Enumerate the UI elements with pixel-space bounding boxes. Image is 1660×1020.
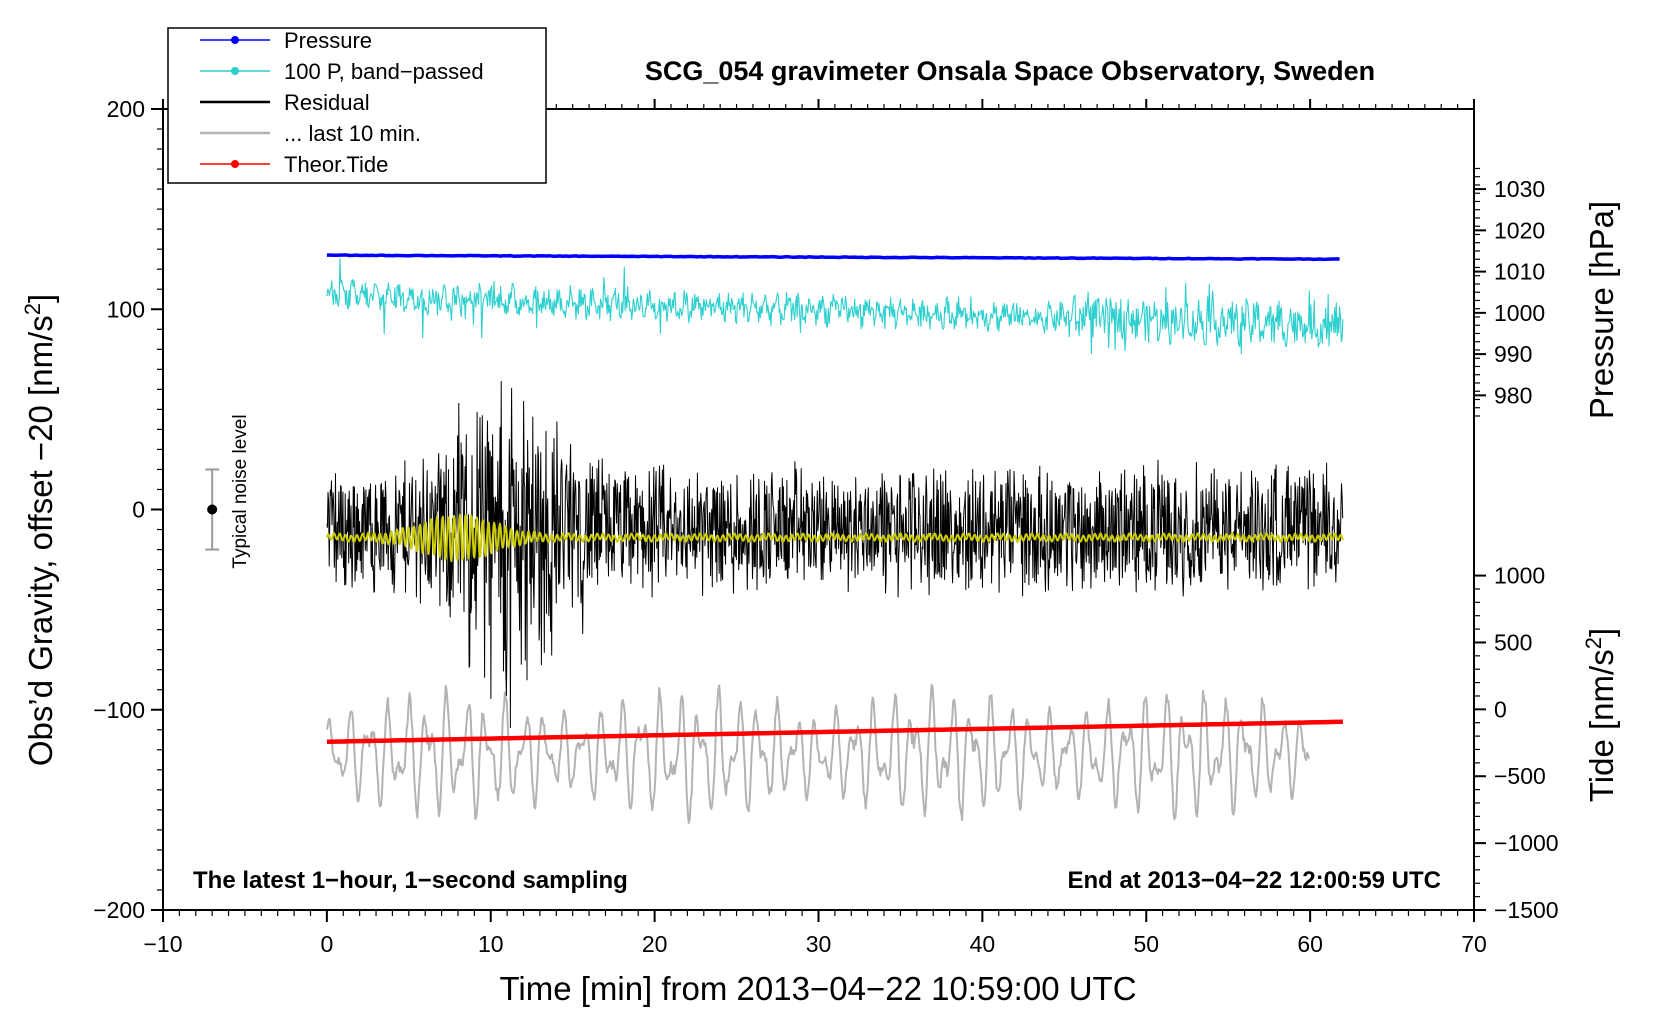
y-axis-label-tide-main: Tide [nm/s xyxy=(1583,649,1620,802)
x-axis-label: Time [min] from 2013−04−22 10:59:00 UTC xyxy=(499,970,1136,1007)
x-tick-label: 20 xyxy=(642,931,668,957)
legend-label: ... last 10 min. xyxy=(284,121,421,146)
noise-level-indicator: Typical noise level xyxy=(205,414,251,569)
x-tick-label: 60 xyxy=(1297,931,1323,957)
pressure-tick-label: 980 xyxy=(1494,382,1532,408)
annotation-end-time: End at 2013−04−22 12:00:59 UTC xyxy=(1067,867,1441,894)
y-tick-label: 200 xyxy=(107,96,145,122)
legend-label: Pressure xyxy=(284,28,372,53)
series-pressure-band-passed xyxy=(326,258,1344,355)
pressure-tick-label: 1010 xyxy=(1494,259,1545,285)
y-tick-label: 0 xyxy=(132,497,145,523)
y-axis-label-pressure: Pressure [hPa] xyxy=(1583,201,1620,419)
legend-marker xyxy=(231,36,239,44)
y-axis-label-left-sup: 2 xyxy=(20,303,45,315)
series-residual-filtered xyxy=(325,513,1344,563)
series-pressure xyxy=(326,253,1340,262)
y-tick-label: 100 xyxy=(107,296,145,322)
series-last-10-min xyxy=(325,683,1311,824)
y-tick-label: −200 xyxy=(93,897,145,923)
y-axis-label-tide-end: ] xyxy=(1583,628,1620,637)
legend-label: Theor.Tide xyxy=(284,152,388,177)
x-tick-label: 30 xyxy=(806,931,832,957)
tide-tick-label: −1000 xyxy=(1494,830,1559,856)
y-tick-label: −100 xyxy=(93,697,145,723)
series-layer xyxy=(325,253,1344,824)
y-axis-label-left: Obs’d Gravity, offset −20 [nm/s2] xyxy=(20,294,60,766)
legend-box xyxy=(167,27,547,184)
tide-tick-label: −500 xyxy=(1494,763,1546,789)
pressure-tick-label: 1030 xyxy=(1494,176,1545,202)
series-residual xyxy=(326,381,1344,729)
y-axis-label-tide-sup: 2 xyxy=(1581,637,1606,649)
x-tick-label: 50 xyxy=(1133,931,1159,957)
y-axis-label-left-main: Obs’d Gravity, offset −20 [nm/s xyxy=(22,315,59,766)
tide-tick-label: −1500 xyxy=(1494,897,1559,923)
x-tick-label: 0 xyxy=(320,931,333,957)
tide-tick-label: 500 xyxy=(1494,629,1532,655)
tide-tick-label: 0 xyxy=(1494,696,1507,722)
legend-label: 100 P, band−passed xyxy=(284,59,484,84)
tide-tick-label: 1000 xyxy=(1494,563,1545,589)
x-tick-label: 70 xyxy=(1461,931,1487,957)
x-tick-label: 10 xyxy=(478,931,504,957)
annotation-sampling: The latest 1−hour, 1−second sampling xyxy=(193,867,628,894)
x-tick-label: 40 xyxy=(970,931,996,957)
legend-marker xyxy=(231,67,239,75)
x-tick-label: −10 xyxy=(143,931,182,957)
chart-title: SCG_054 gravimeter Onsala Space Observat… xyxy=(645,56,1375,86)
pressure-tick-label: 1020 xyxy=(1494,217,1545,243)
noise-level-dot xyxy=(207,504,218,515)
pressure-tick-label: 1000 xyxy=(1494,300,1545,326)
tick-layer: −10 0 10 20 30 40 50 60 702001000−100−2001030102… xyxy=(93,96,1558,957)
legend-marker xyxy=(231,160,239,168)
noise-level-label: Typical noise level xyxy=(230,414,251,568)
series-theor-tide xyxy=(326,719,1343,745)
y-axis-label-tide: Tide [nm/s2] xyxy=(1581,628,1621,802)
legend-label: Residual xyxy=(284,90,370,115)
legend: Pressure 100 P, band−passed Residual ... la… xyxy=(167,27,547,184)
y-axis-label-left-end: ] xyxy=(22,294,59,303)
pressure-tick-label: 990 xyxy=(1494,341,1532,367)
